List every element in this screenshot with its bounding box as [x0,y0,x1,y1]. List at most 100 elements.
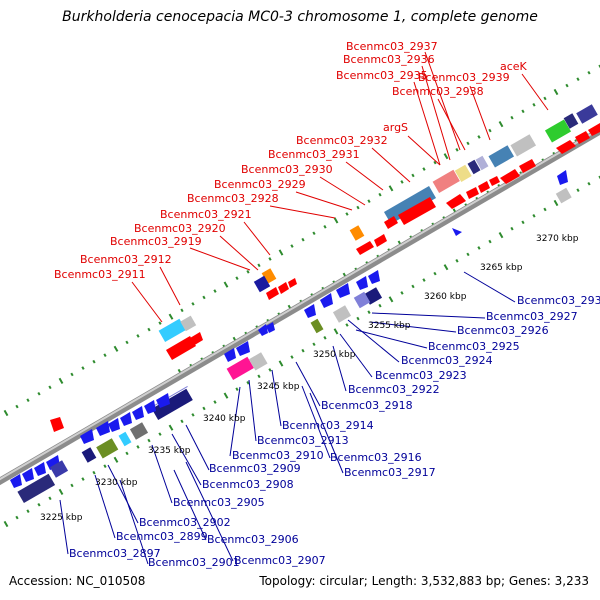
scale-tick [400,291,404,295]
label-connector-line [355,329,428,349]
scale-tick [37,391,41,396]
scale-tick [147,438,151,443]
scale-tick [510,226,514,231]
label-connector-line [295,191,353,211]
gene-label: Bcenmc03_2926 [457,324,549,337]
scale-tick [477,246,481,250]
label-connector-line [243,221,271,256]
upper-strand-genes [50,104,600,432]
label-connector-line [151,444,173,504]
label-connector-line [437,98,466,151]
lower-strand-genes [10,170,572,504]
label-connector-line [94,474,116,539]
gene-label: Bcenmc03_2905 [173,496,265,509]
label-connector-line [269,205,336,219]
gene-label: Bcenmc03_2936 [343,53,435,66]
label-connector-line [271,369,282,427]
kbp-label: 3270 kbp [536,234,579,244]
scale-tick [113,456,119,463]
scale-tick [48,385,52,390]
scale-tick [136,334,140,338]
label-connector-line [107,464,139,524]
scale-tick [268,368,272,372]
scale-tick [58,488,64,495]
scale-tick [92,359,96,364]
scale-tick [3,409,9,417]
scale-tick [15,515,19,520]
scale-tick [543,96,547,101]
scale-tick [37,502,41,507]
scale-tick [466,252,470,257]
gene-label: Bcenmc03_2929 [214,178,306,191]
label-connector-line [295,361,321,407]
scale-tick [113,345,119,352]
scale-tick [543,207,547,212]
scale-tick [92,470,96,475]
gene-label: Bcenmc03_2917 [344,466,436,479]
gene-label: Bcenmc03_2922 [348,383,440,396]
label-connector-line [185,461,234,562]
label-connector-line [185,424,210,471]
scale-tick [168,313,174,320]
scale-tick [400,180,404,184]
scale-tick [180,419,184,424]
label-connector-line [407,135,441,166]
gene-label: Bcenmc03_2937 [346,40,438,53]
scale-tick [70,483,74,488]
label-connector-line [159,266,181,306]
scale-tick [553,199,559,207]
scale-tick [411,284,415,289]
scale-tick [147,327,151,332]
label-connector-line [463,271,516,303]
scale-tick [510,115,514,120]
lower-gene-labels: Bcenmc03_2933 Bcenmc03_2927 Bcenmc03_292… [69,294,600,569]
scale-tick [488,239,492,244]
label-connector-line [171,433,202,486]
scale-tick [323,225,327,229]
scale-tick [388,185,394,192]
scale-tick [81,366,85,370]
scale-tick [81,477,85,481]
kbp-scale: 3225 kbp 3230 kbp 3235 kbp 3240 kbp 3245… [40,234,579,523]
scale-tick [312,231,316,236]
scale-tick [213,400,217,404]
scale-tick [223,281,229,288]
label-connector-line [369,321,457,333]
scale-tick [521,109,525,114]
scale-tick [15,404,19,409]
label-connector-line [345,161,384,191]
scale-tick [278,360,284,367]
gene-label: Bcenmc03_2938 [392,85,484,98]
gene-label: Bcenmc03_2908 [202,478,294,491]
label-connector-line [339,333,373,378]
scale-tick [333,328,339,335]
gene-label: Bcenmc03_2923 [375,369,467,382]
gene-label: aceK [500,60,528,73]
label-connector-line [424,51,461,151]
kbp-label: 3260 kbp [424,292,467,302]
map-title: Burkholderia cenocepacia MC0-3 chromosom… [62,9,538,25]
label-connector-line [371,147,411,183]
scale-tick [58,377,64,384]
label-connector-line [131,281,163,323]
scale-tick [443,153,449,160]
scale-tick [553,88,559,96]
scale-tick [70,372,74,377]
gene-label: Bcenmc03_2902 [139,516,231,529]
scale-tick [158,321,162,325]
label-connector-line [469,85,491,141]
gene-label: Bcenmc03_2932 [296,134,388,147]
scale-tick [488,128,492,133]
scale-tick [191,302,195,306]
scale-tick [345,323,349,327]
scale-tick [290,355,294,359]
scale-tick [301,348,305,353]
scale-tick [532,214,536,218]
scale-tick [443,264,449,271]
scale-tick [378,192,382,197]
scale-tick [191,413,195,417]
kbp-label: 3245 kbp [257,382,300,392]
scale-tick [422,167,426,171]
scale-tick [202,295,206,300]
scale-tick [312,342,316,347]
